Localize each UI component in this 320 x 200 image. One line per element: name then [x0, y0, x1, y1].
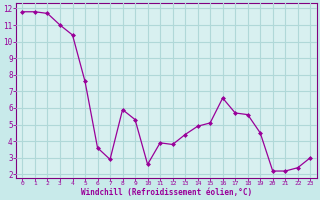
X-axis label: Windchill (Refroidissement éolien,°C): Windchill (Refroidissement éolien,°C)	[81, 188, 252, 197]
